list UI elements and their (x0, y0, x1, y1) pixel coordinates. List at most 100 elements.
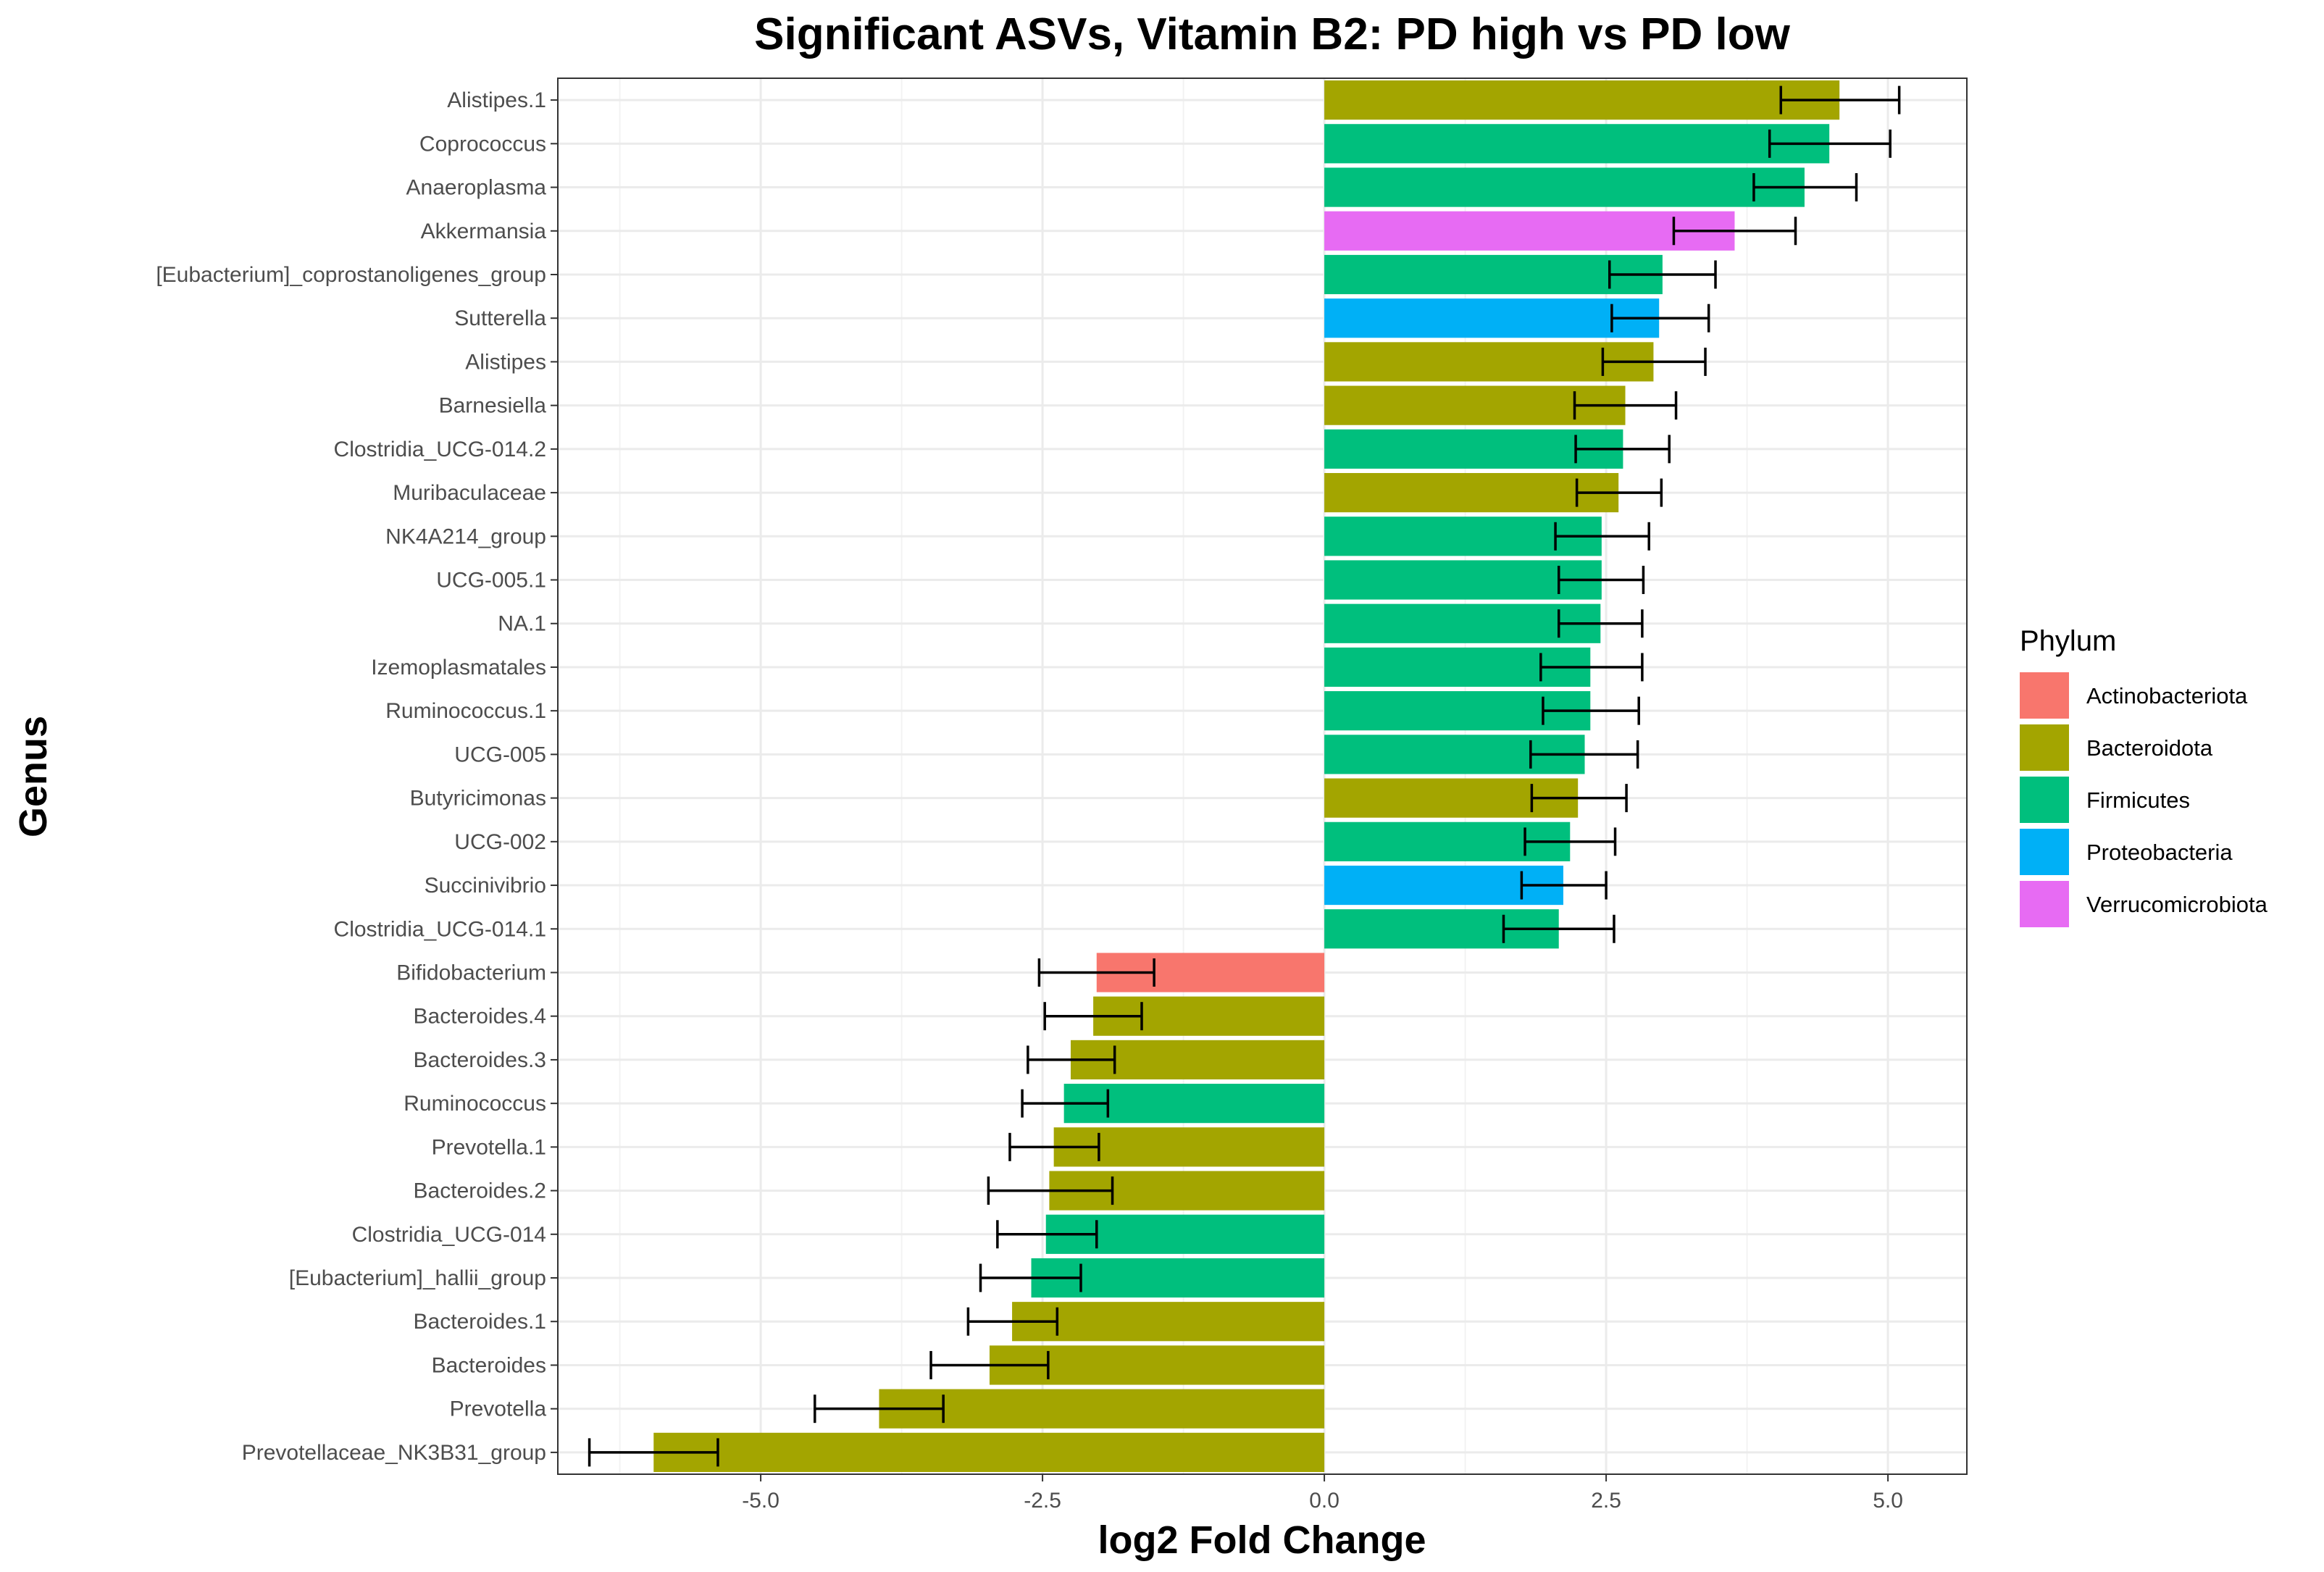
error-bar (1608, 260, 1717, 289)
y-tick-label: Sutterella (454, 306, 546, 330)
error-bar (1021, 1089, 1110, 1118)
error-bar (1523, 827, 1617, 856)
y-tick-label: Akkermansia (421, 220, 547, 243)
error-bar (1557, 566, 1645, 595)
y-tick-label: Clostridia_UCG-014.1 (334, 917, 546, 941)
y-tick-label: Clostridia_UCG-014.2 (334, 438, 546, 461)
legend-label: Bacteroidota (2086, 735, 2213, 761)
x-axis-ticks: -5.0 -2.5 0.0 2.5 5.0 (742, 1474, 1903, 1513)
y-tick-label: Ruminococcus.1 (385, 699, 546, 723)
legend-swatch (2020, 777, 2069, 823)
error-bar (1027, 1045, 1116, 1074)
y-tick-label: Prevotella (450, 1397, 547, 1421)
x-tick-label: 0.0 (1309, 1489, 1339, 1513)
legend-swatch (2020, 829, 2069, 875)
plot-border (557, 78, 1968, 1475)
y-axis-title: Genus (12, 716, 55, 837)
y-tick-label: [Eubacterium]_coprostanoligenes_group (156, 263, 546, 287)
y-tick-label: Prevotellaceae_NK3B31_group (242, 1441, 546, 1465)
y-tick-label: Bacteroides.1 (414, 1310, 546, 1334)
y-tick-label: Bacteroides.4 (414, 1005, 546, 1029)
y-tick-label: UCG-002 (454, 830, 546, 854)
legend-item: Proteobacteria (2020, 829, 2233, 875)
error-bar (966, 1307, 1059, 1336)
bar (1324, 429, 1623, 469)
error-bar (1672, 217, 1797, 246)
y-tick-label: NA.1 (498, 612, 546, 636)
y-tick-label: Barnesiella (439, 394, 547, 418)
legend-item: Bacteroidota (2020, 724, 2213, 771)
error-bar (1601, 347, 1707, 376)
y-tick-label: Succinivibrio (425, 874, 546, 898)
y-tick-label: NK4A214_group (385, 524, 546, 548)
bar (1324, 603, 1601, 643)
legend-label: Actinobacteriota (2086, 683, 2248, 708)
error-bar (1043, 1002, 1143, 1031)
bar (1324, 298, 1660, 338)
y-tick-label: Butyricimonas (410, 787, 546, 811)
error-bar (1529, 740, 1639, 769)
error-bar (1502, 914, 1615, 943)
error-bar (1779, 85, 1901, 114)
error-bar (1520, 871, 1608, 900)
x-tick-label: 5.0 (1873, 1489, 1903, 1513)
x-tick-label: -2.5 (1024, 1489, 1061, 1513)
bar (879, 1389, 1325, 1429)
bar (1324, 167, 1805, 207)
y-tick-label: Alistipes.1 (447, 88, 546, 112)
legend-item: Verrucomicrobiota (2020, 881, 2268, 927)
error-bar (996, 1220, 1098, 1249)
error-bar (929, 1350, 1050, 1379)
bars (653, 80, 1840, 1472)
y-tick-label: Coprococcus (419, 132, 546, 156)
y-tick-label: Bacteroides.3 (414, 1048, 546, 1072)
y-tick-label: Anaeroplasma (406, 176, 547, 200)
y-tick-label: Alistipes (465, 350, 546, 374)
error-bar (1037, 958, 1155, 987)
y-tick-label: Muribaculaceae (393, 481, 546, 505)
legend-title: Phylum (2020, 625, 2116, 657)
error-bar (1554, 522, 1650, 551)
bar (1324, 254, 1663, 295)
error-bar (1542, 696, 1640, 725)
bar (1324, 560, 1602, 600)
y-tick-label: Prevotella.1 (432, 1135, 546, 1159)
y-axis-ticks: Alistipes.1 Coprococcus Anaeroplasma Akkerm… (156, 88, 558, 1465)
legend-label: Verrucomicrobiota (2086, 892, 2268, 917)
error-bar (1574, 435, 1671, 464)
error-bar (1008, 1132, 1100, 1161)
chart-title: Significant ASVs, Vitamin B2: PD high vs… (754, 9, 1790, 59)
error-bar (1557, 609, 1644, 638)
x-tick-label: -5.0 (742, 1489, 779, 1513)
bar (1324, 472, 1619, 513)
error-bar (1610, 304, 1710, 333)
bar (1324, 80, 1840, 120)
legend-item: Firmicutes (2020, 777, 2190, 823)
y-tick-label: [Eubacterium]_hallii_group (289, 1266, 546, 1290)
legend-items: Actinobacteriota Bacteroidota Firmicutes Pr… (2020, 672, 2268, 927)
y-tick-label: Ruminococcus (404, 1092, 546, 1116)
y-tick-label: Izemoplasmatales (371, 656, 546, 680)
y-tick-label: UCG-005 (454, 743, 546, 766)
legend-item: Actinobacteriota (2020, 672, 2248, 719)
y-tick-label: Bacteroides (432, 1353, 546, 1377)
y-tick-label: Bifidobacterium (396, 961, 546, 984)
y-tick-label: Bacteroides.2 (414, 1179, 546, 1203)
x-axis-title: log2 Fold Change (1098, 1518, 1426, 1562)
bar (1324, 211, 1735, 251)
error-bar (1539, 653, 1644, 682)
error-bar (979, 1263, 1082, 1292)
bar (1012, 1302, 1325, 1342)
error-bar (814, 1395, 945, 1423)
legend-label: Firmicutes (2086, 787, 2190, 813)
bar (1324, 124, 1830, 164)
error-bar (1575, 478, 1663, 507)
legend-swatch (2020, 881, 2069, 927)
bar (1324, 342, 1654, 382)
y-tick-label: Clostridia_UCG-014 (352, 1223, 546, 1247)
error-bar (1768, 129, 1892, 158)
error-bar (1752, 173, 1858, 202)
x-tick-label: 2.5 (1591, 1489, 1621, 1513)
y-tick-label: UCG-005.1 (436, 569, 546, 593)
legend: Phylum Actinobacteriota Bacteroidota Firmi… (2020, 625, 2268, 927)
